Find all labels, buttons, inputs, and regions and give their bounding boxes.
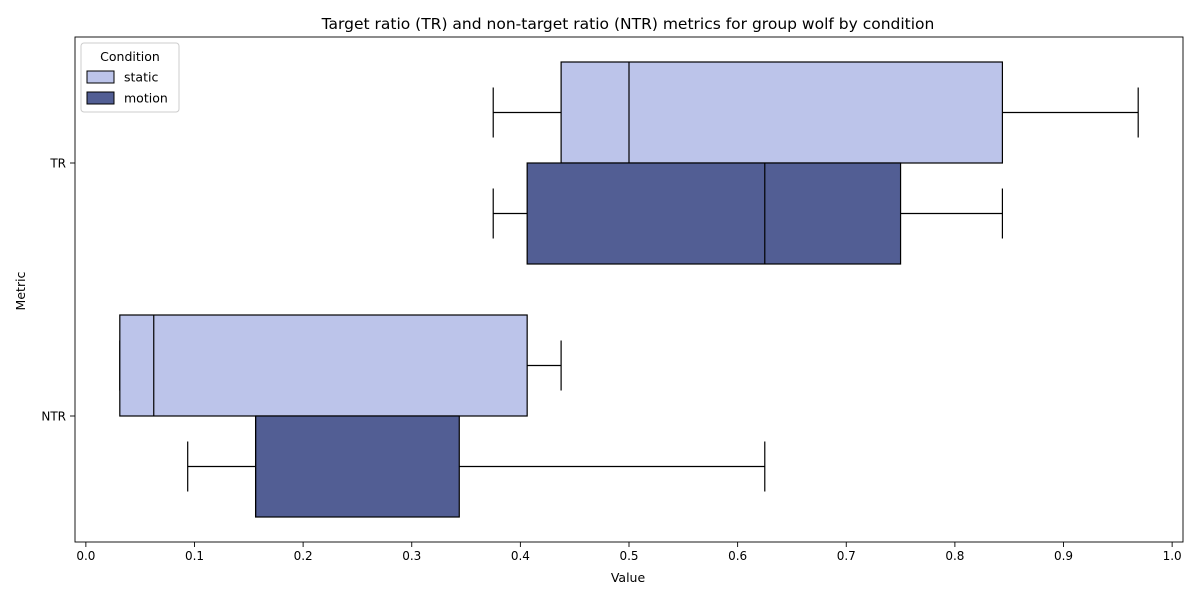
legend-title: Condition — [100, 49, 160, 64]
x-tick-label: 0.9 — [1054, 549, 1073, 563]
box-motion-ntr — [187, 415, 766, 518]
x-tick-label: 0.3 — [402, 549, 421, 563]
box-static-ntr — [119, 314, 562, 417]
chart-title: Target ratio (TR) and non-target ratio (… — [321, 15, 935, 33]
x-tick-label: 0.7 — [837, 549, 856, 563]
y-tick-label: NTR — [41, 410, 66, 424]
plot-frame — [74, 36, 1184, 543]
box-iqr — [119, 314, 528, 417]
y-tick-label: TR — [49, 157, 66, 171]
legend-label-static: static — [124, 70, 158, 85]
x-tick-label: 0.0 — [76, 549, 95, 563]
x-tick-label: 0.1 — [185, 549, 204, 563]
x-tick-label: 0.2 — [294, 549, 313, 563]
legend-label-motion: motion — [124, 91, 168, 106]
legend-swatch-static — [86, 70, 115, 84]
box-motion-tr — [492, 162, 1004, 265]
plot-area — [119, 61, 1139, 518]
x-tick-label: 0.8 — [945, 549, 964, 563]
box-iqr — [254, 415, 460, 518]
y-axis-label: Metric — [13, 271, 28, 310]
x-tick-label: 0.6 — [728, 549, 747, 563]
legend-swatch-motion — [86, 91, 115, 105]
y-axis: TR NTR — [41, 157, 75, 424]
box-iqr — [560, 61, 1004, 164]
box-iqr — [526, 162, 902, 265]
x-axis-label: Value — [611, 570, 646, 585]
x-tick-label: 0.4 — [511, 549, 530, 563]
legend: Condition static motion — [80, 42, 180, 113]
x-axis: 0.0 0.1 0.2 0.3 0.4 0.5 0.6 0.7 0.8 0.9 1.0 — [76, 542, 1182, 563]
x-tick-label: 1.0 — [1163, 549, 1182, 563]
box-static-tr — [492, 61, 1139, 164]
x-tick-label: 0.5 — [619, 549, 638, 563]
